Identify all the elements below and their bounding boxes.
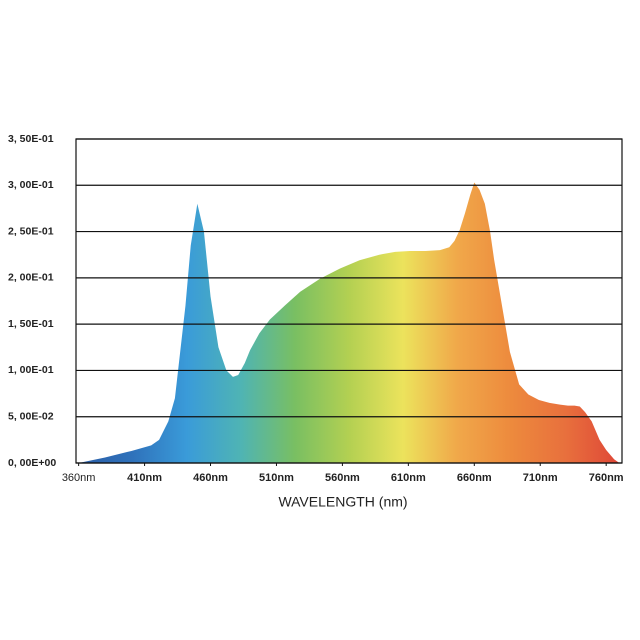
x-tick-label: 760nm [589, 472, 624, 484]
x-tick-label: 710nm [523, 472, 558, 484]
x-tick-label: 410nm [127, 472, 162, 484]
y-tick-label: 1, 00E-01 [8, 364, 54, 376]
plot-border [75, 138, 623, 464]
y-tick-label: 3, 50E-01 [8, 133, 54, 145]
x-tick-label: 460nm [193, 472, 228, 484]
x-tick-label: 610nm [391, 472, 426, 484]
y-tick-label: 0, 00E+00 [8, 457, 56, 469]
x-axis-title: WAVELENGTH (nm) [278, 494, 407, 510]
y-tick-label: 2, 50E-01 [8, 225, 54, 237]
x-tick-label: 660nm [457, 472, 492, 484]
x-tick-label: 560nm [325, 472, 360, 484]
y-tick-label: 1, 50E-01 [8, 318, 54, 330]
y-tick-label: 5, 00E-02 [8, 410, 54, 422]
x-tick-label: 510nm [259, 472, 294, 484]
y-tick-label: 2, 00E-01 [8, 272, 54, 284]
x-tick-label: 360nm [62, 472, 96, 484]
spectrum-area [78, 182, 620, 463]
y-tick-label: 3, 00E-01 [8, 179, 54, 191]
